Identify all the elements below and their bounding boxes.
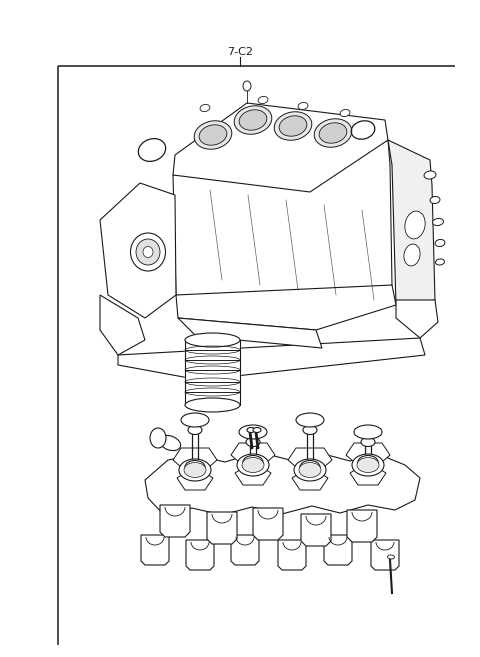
Ellipse shape [188,426,202,434]
Polygon shape [173,140,392,308]
Polygon shape [301,514,331,546]
Ellipse shape [179,459,211,481]
Ellipse shape [185,333,240,347]
Polygon shape [100,183,176,318]
Ellipse shape [150,428,166,448]
Polygon shape [235,468,271,485]
Polygon shape [396,300,438,338]
Polygon shape [160,505,190,537]
Ellipse shape [435,259,444,265]
Ellipse shape [243,455,263,468]
Polygon shape [231,443,275,462]
Polygon shape [118,338,425,380]
Ellipse shape [243,81,251,91]
Ellipse shape [184,463,206,478]
Ellipse shape [299,463,321,478]
Polygon shape [350,468,386,485]
Polygon shape [346,443,390,462]
Ellipse shape [181,413,209,427]
Polygon shape [177,473,213,490]
Polygon shape [173,448,217,467]
Ellipse shape [352,454,384,476]
Ellipse shape [279,116,307,136]
Polygon shape [292,473,328,490]
Polygon shape [324,535,352,565]
Polygon shape [176,285,396,330]
Ellipse shape [247,428,255,432]
Ellipse shape [361,438,375,447]
Ellipse shape [185,398,240,412]
Polygon shape [141,535,169,565]
Polygon shape [388,140,435,305]
Ellipse shape [143,246,153,258]
Ellipse shape [314,119,352,147]
Ellipse shape [340,110,350,116]
Polygon shape [278,540,306,570]
Ellipse shape [319,123,347,143]
Ellipse shape [303,426,317,434]
Ellipse shape [253,428,261,432]
Polygon shape [185,340,240,405]
Text: 7-C2: 7-C2 [227,47,253,57]
Ellipse shape [296,413,324,427]
Polygon shape [145,452,420,516]
Ellipse shape [200,104,210,112]
Ellipse shape [185,461,205,474]
Polygon shape [371,540,399,570]
Ellipse shape [432,218,444,225]
Polygon shape [207,512,237,544]
Polygon shape [288,448,332,467]
Polygon shape [178,318,322,348]
Ellipse shape [159,436,180,451]
Ellipse shape [237,454,269,476]
Ellipse shape [131,233,166,271]
Ellipse shape [424,171,436,179]
Ellipse shape [405,211,425,239]
Polygon shape [173,103,388,192]
Ellipse shape [435,239,445,246]
Ellipse shape [199,125,227,145]
Polygon shape [186,540,214,570]
Ellipse shape [387,555,395,559]
Ellipse shape [239,110,267,130]
Ellipse shape [246,438,260,447]
Ellipse shape [404,244,420,266]
Ellipse shape [194,121,232,149]
Ellipse shape [358,455,378,468]
Ellipse shape [357,457,379,472]
Ellipse shape [274,112,312,140]
Ellipse shape [258,97,268,104]
Ellipse shape [354,425,382,439]
Ellipse shape [234,106,272,134]
Polygon shape [231,535,259,565]
Ellipse shape [136,239,160,265]
Ellipse shape [298,102,308,110]
Ellipse shape [242,457,264,472]
Ellipse shape [239,425,267,439]
Polygon shape [253,508,283,540]
Ellipse shape [430,196,440,204]
Polygon shape [347,510,377,542]
Ellipse shape [294,459,326,481]
Polygon shape [100,295,145,355]
Ellipse shape [300,461,320,474]
